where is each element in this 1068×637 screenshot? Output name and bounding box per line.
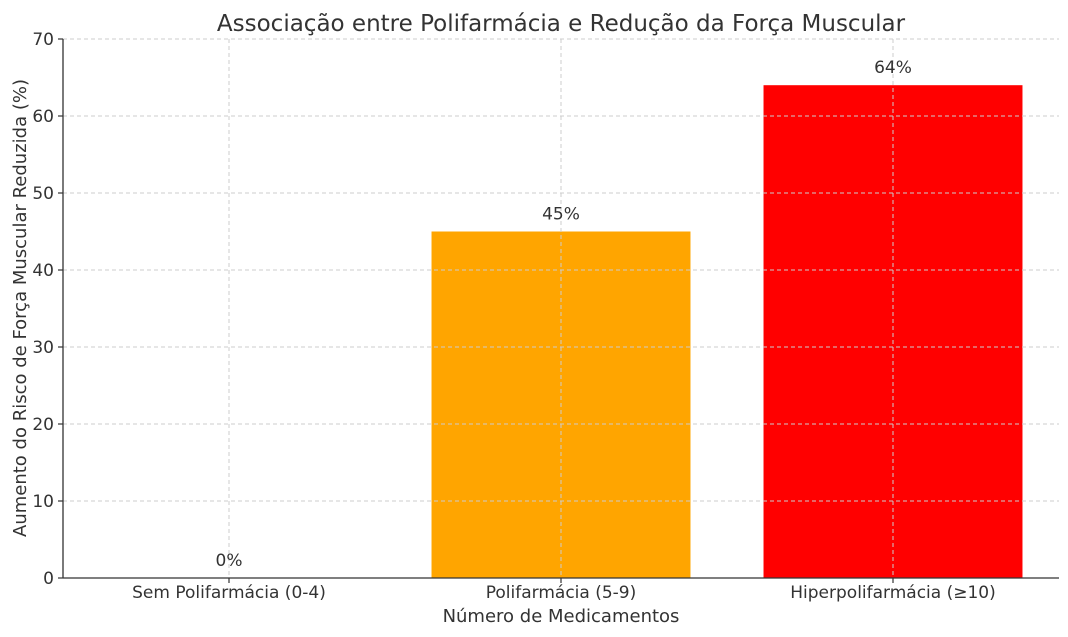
y-tick-label: 30 [32, 338, 54, 358]
y-tick-label: 10 [32, 492, 54, 512]
y-tick-label: 60 [32, 107, 54, 127]
chart-title: Associação entre Polifarmácia e Redução … [217, 11, 906, 37]
bar-value-label: 45% [542, 205, 580, 225]
x-tick-label: Hiperpolifarmácia (≥10) [790, 583, 996, 603]
x-axis-label: Número de Medicamentos [443, 606, 680, 627]
x-tick-label: Polifarmácia (5-9) [486, 583, 637, 603]
y-tick-label: 50 [32, 184, 54, 204]
bar-value-label: 0% [216, 551, 243, 571]
data-labels: 0% 45% 64% [216, 58, 912, 571]
bar-value-label: 64% [874, 58, 912, 78]
bars [431, 85, 1023, 578]
y-tick-label: 0 [43, 569, 54, 589]
ticks: 0 10 20 30 40 50 60 70 Sem Polifarmácia (0-4) Pol… [32, 30, 995, 603]
x-tick-label: Sem Polifarmácia (0-4) [132, 583, 326, 603]
y-tick-label: 70 [32, 30, 54, 50]
y-tick-label: 40 [32, 261, 54, 281]
y-axis-label: Aumento do Risco de Força Muscular Reduz… [10, 79, 31, 537]
y-tick-label: 20 [32, 415, 54, 435]
